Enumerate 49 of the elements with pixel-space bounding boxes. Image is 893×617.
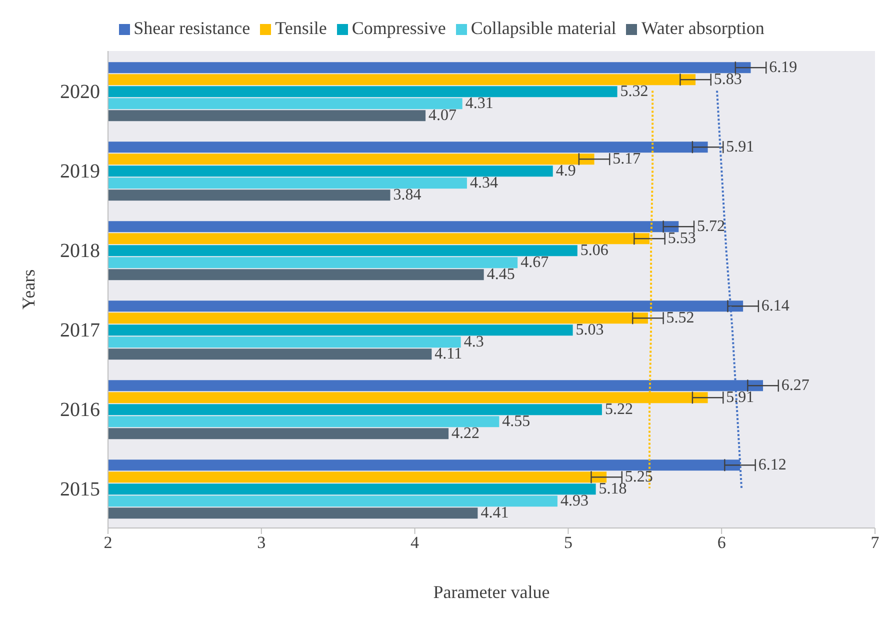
data-label: 5.25 xyxy=(624,468,653,486)
x-tick-label: 2 xyxy=(104,533,112,552)
data-label: 4.31 xyxy=(465,95,494,112)
y-tick-label: 2019 xyxy=(60,160,100,182)
data-label: 5.22 xyxy=(604,401,633,418)
data-label: 4.67 xyxy=(520,254,549,272)
data-label: 5.06 xyxy=(580,242,608,260)
y-tick-label: 2018 xyxy=(60,240,100,262)
data-label: 4.9 xyxy=(556,162,576,180)
data-label: 6.27 xyxy=(781,377,810,394)
data-label: 6.14 xyxy=(761,298,790,315)
y-tick-label: 2017 xyxy=(60,319,100,342)
legend-label: Collapsible material xyxy=(470,18,616,38)
data-label: 4.11 xyxy=(434,346,462,363)
legend-label: Water absorption xyxy=(641,18,764,38)
legend-label: Compressive xyxy=(352,18,446,38)
y-tick-label: 2020 xyxy=(60,80,100,103)
data-label: 5.72 xyxy=(696,218,725,236)
data-label: 4.22 xyxy=(452,425,480,442)
x-axis-title: Parameter value xyxy=(433,582,550,602)
x-tick-label: 7 xyxy=(870,533,880,552)
data-label: 4.3 xyxy=(464,334,484,351)
data-label: 5.03 xyxy=(576,322,604,339)
data-label: 4.34 xyxy=(470,174,498,192)
data-label: 5.83 xyxy=(714,71,742,88)
y-tick-label: 2015 xyxy=(60,478,100,500)
x-tick-label: 4 xyxy=(410,533,420,552)
x-tick-label: 5 xyxy=(564,533,572,552)
data-label: 5.52 xyxy=(666,310,694,327)
data-label: 5.32 xyxy=(620,83,648,100)
data-label: 4.45 xyxy=(486,266,515,284)
data-label: 5.91 xyxy=(726,389,754,406)
data-label: 4.55 xyxy=(502,413,530,430)
data-label: 5.91 xyxy=(726,138,754,156)
y-axis-title: Years xyxy=(18,269,38,310)
legend-label: Tensile xyxy=(275,18,327,38)
data-label: 6.19 xyxy=(769,59,798,76)
data-label: 4.07 xyxy=(428,107,457,124)
data-label: 4.93 xyxy=(560,492,588,510)
data-label: 4.41 xyxy=(480,504,509,522)
data-label: 3.84 xyxy=(393,186,422,204)
data-label: 5.53 xyxy=(668,230,696,248)
legend-label: Shear resistance xyxy=(134,18,250,38)
x-tick-label: 6 xyxy=(717,533,726,552)
y-tick-label: 2016 xyxy=(60,398,100,421)
data-label: 5.18 xyxy=(598,480,627,498)
data-label: 5.17 xyxy=(612,150,641,168)
data-label: 6.12 xyxy=(758,456,786,474)
x-tick-label: 3 xyxy=(257,533,266,552)
